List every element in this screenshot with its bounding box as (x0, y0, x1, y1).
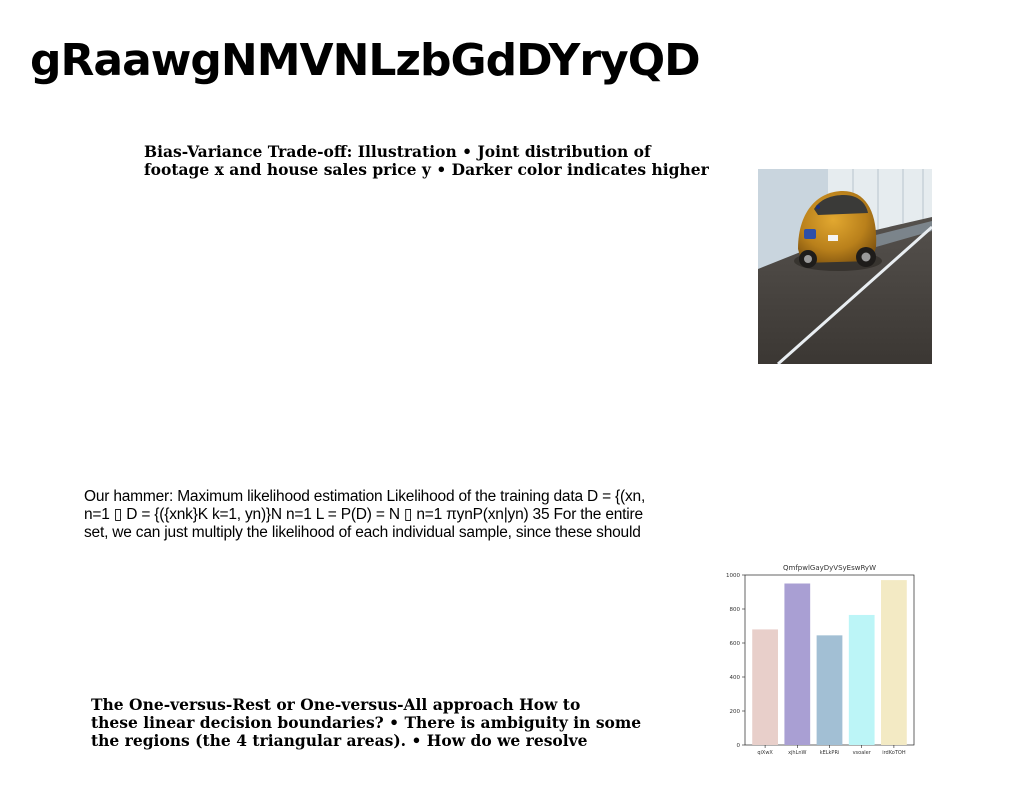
x-tick-label: irdKoTOH (882, 750, 906, 756)
bar-chart: QmfpwlGayDyVSyEswRyW 0 200 400 600 800 1000 qiX… (718, 558, 924, 764)
y-tick-label: 800 (730, 607, 741, 613)
chart-title: QmfpwlGayDyVSyEswRyW (783, 564, 876, 572)
x-tick-label: vsoaler (853, 750, 872, 756)
bar-vsoaler (848, 614, 875, 745)
bar-irdKoTOH (881, 580, 907, 745)
y-tick-label: 0 (737, 743, 741, 749)
text-block-one-vs-rest: The One-versus-Rest or One-versus-All ap… (91, 695, 642, 750)
x-tick-label: qiXwX (757, 750, 773, 756)
y-tick-label: 600 (730, 641, 741, 647)
y-tick-label: 200 (730, 709, 741, 715)
x-tick-label: xjhLnW (788, 750, 806, 756)
bar-kELkPRi (816, 635, 843, 745)
y-tick-label: 400 (730, 675, 741, 681)
x-tick-label: kELkPRi (820, 750, 840, 756)
text-block-maximum-likelihood: Our hammer: Maximum likelihood estimatio… (84, 488, 646, 541)
bar-chart-svg: QmfpwlGayDyVSyEswRyW 0 200 400 600 800 1000 qiX… (726, 564, 915, 756)
bar-xjhLnW (784, 583, 811, 745)
text-block-bias-variance: Bias-Variance Trade-off: Illustration • … (144, 142, 709, 179)
page-title: gRaawgNMVNLzbGdDYryQD (30, 35, 701, 86)
y-tick-label: 1000 (726, 573, 740, 579)
car-photo-illustration (758, 169, 932, 364)
bar-qiXwX (752, 629, 778, 745)
car-photo (758, 169, 932, 364)
